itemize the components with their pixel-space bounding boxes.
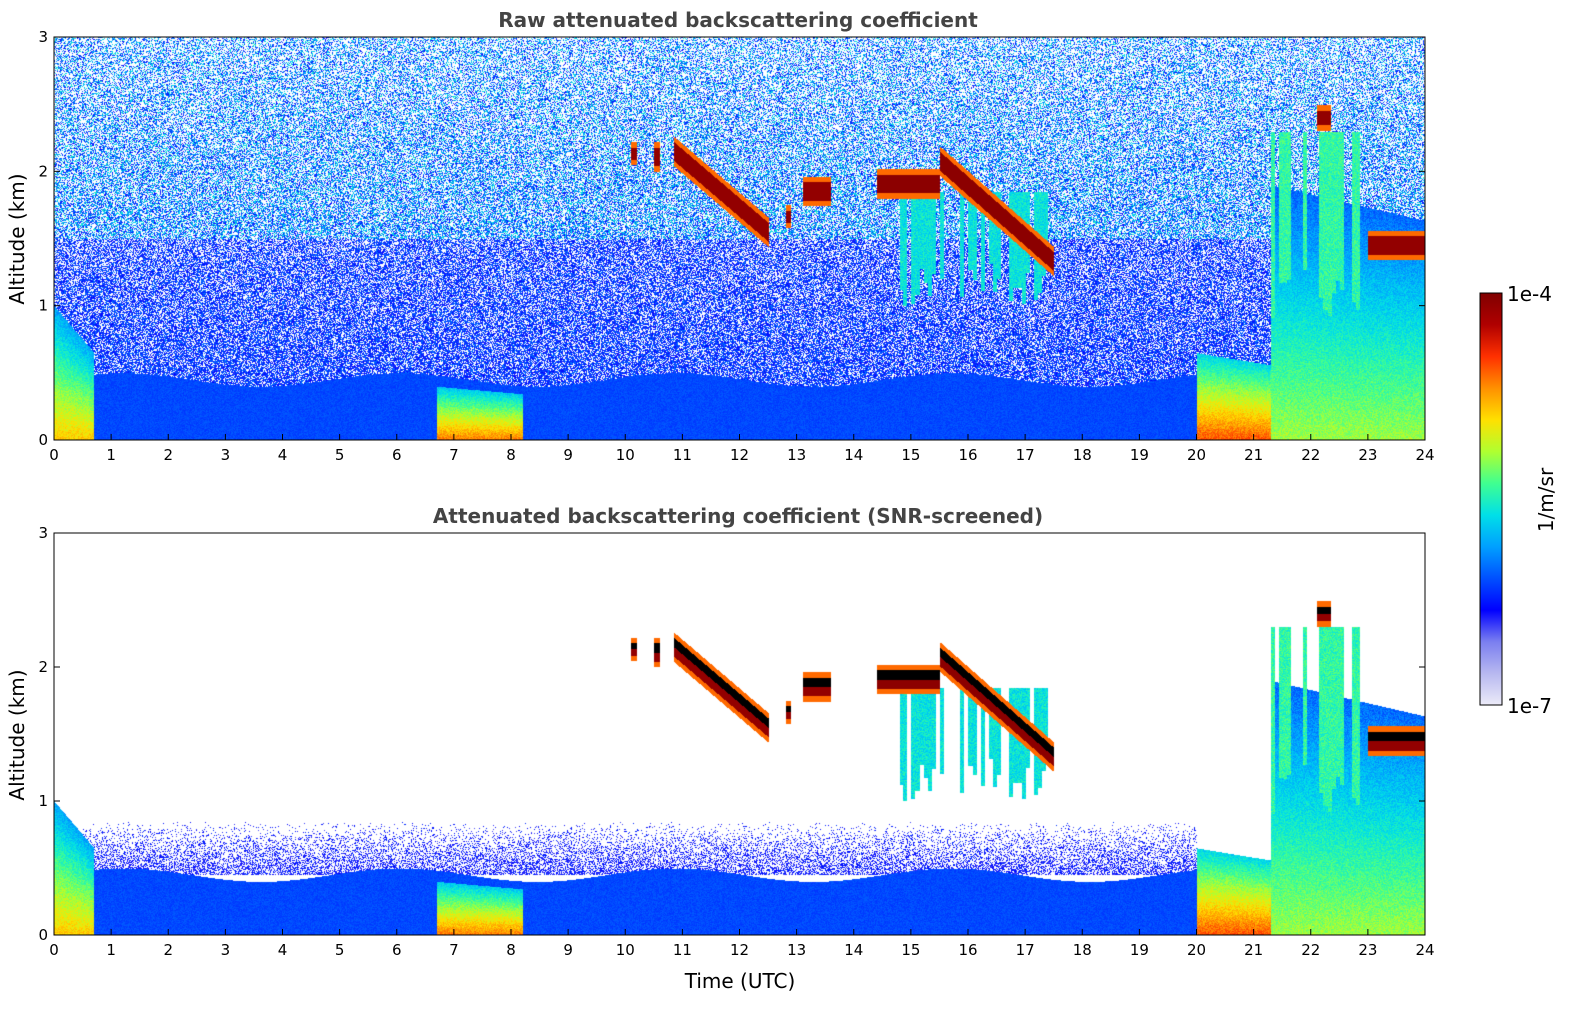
x-tick-label: 23: [1358, 941, 1377, 959]
x-tick-label: 16: [958, 446, 977, 464]
colorbar-max-label: 1e-4: [1507, 282, 1552, 306]
x-tick-label: 3: [221, 446, 231, 464]
y-tick-label: 2: [38, 162, 48, 180]
x-tick-label: 10: [616, 446, 635, 464]
panel-screened: Attenuated backscattering coefficient (S…: [5, 504, 1435, 993]
x-tick-label: 4: [278, 446, 288, 464]
raw-heatmap: [54, 37, 1425, 440]
x-tick-label: 6: [392, 446, 402, 464]
x-tick-label: 17: [1016, 941, 1035, 959]
x-tick-label: 23: [1358, 446, 1377, 464]
panel-raw-ticks: 0 1 2 3 4 5 6 7 8 9 10 11 12 13 14 15 16 17 18 19 20 21 22 23 24…: [38, 28, 1434, 464]
x-tick-label: 15: [901, 446, 920, 464]
x-tick-label: 0: [49, 446, 59, 464]
x-tick-label: 19: [1130, 446, 1149, 464]
panel-screened-xlabel: Time (UTC): [684, 969, 796, 993]
x-tick-label: 2: [163, 941, 173, 959]
y-tick-label: 3: [38, 524, 48, 542]
x-tick-label: 1: [106, 446, 116, 464]
x-tick-label: 22: [1301, 941, 1320, 959]
x-tick-label: 10: [616, 941, 635, 959]
y-tick-label: 1: [38, 297, 48, 315]
x-tick-label: 12: [730, 446, 749, 464]
x-tick-label: 1: [106, 941, 116, 959]
x-tick-label: 16: [958, 941, 977, 959]
x-tick-label: 8: [506, 941, 516, 959]
panel-screened-ticks: 0 1 2 3 4 5 6 7 8 9 10 11 12 13 14 15 16 17 18 19 20 21 22 23 24…: [38, 524, 1434, 959]
y-tick-label: 0: [38, 926, 48, 944]
x-tick-label: 3: [221, 941, 231, 959]
colorbar-gradient: [1479, 292, 1503, 706]
x-tick-label: 22: [1301, 446, 1320, 464]
colorbar: 1e-4 1e-7 1/m/sr: [1479, 282, 1558, 718]
x-tick-label: 18: [1073, 446, 1092, 464]
x-tick-label: 19: [1130, 941, 1149, 959]
y-tick-label: 2: [38, 658, 48, 676]
x-tick-label: 11: [673, 941, 692, 959]
y-tick-label: 3: [38, 28, 48, 46]
y-tick-label: 1: [38, 792, 48, 810]
x-tick-label: 20: [1187, 446, 1206, 464]
screened-heatmap: [54, 533, 1425, 935]
panel-screened-ylabel: Altitude (km): [5, 669, 29, 800]
x-tick-label: 5: [335, 446, 345, 464]
x-tick-label: 5: [335, 941, 345, 959]
x-tick-label: 13: [787, 446, 806, 464]
panel-screened-title: Attenuated backscattering coefficient (S…: [433, 504, 1043, 528]
x-tick-label: 2: [163, 446, 173, 464]
colorbar-label: 1/m/sr: [1534, 467, 1558, 532]
x-tick-label: 0: [49, 941, 59, 959]
x-tick-label: 7: [449, 446, 459, 464]
x-tick-label: 18: [1073, 941, 1092, 959]
x-tick-label: 12: [730, 941, 749, 959]
x-tick-label: 9: [563, 941, 573, 959]
x-tick-label: 14: [844, 446, 863, 464]
x-tick-label: 7: [449, 941, 459, 959]
panel-raw-ylabel: Altitude (km): [5, 173, 29, 304]
x-tick-label: 6: [392, 941, 402, 959]
x-tick-label: 8: [506, 446, 516, 464]
x-tick-label: 24: [1415, 446, 1434, 464]
x-tick-label: 21: [1244, 941, 1263, 959]
x-tick-label: 17: [1016, 446, 1035, 464]
colorbar-min-label: 1e-7: [1507, 694, 1552, 718]
x-tick-label: 14: [844, 941, 863, 959]
x-tick-label: 20: [1187, 941, 1206, 959]
x-tick-label: 24: [1415, 941, 1434, 959]
x-tick-label: 11: [673, 446, 692, 464]
x-tick-label: 13: [787, 941, 806, 959]
x-tick-label: 9: [563, 446, 573, 464]
panel-raw: Raw attenuated backscattering coefficien…: [5, 8, 1435, 464]
panel-raw-title: Raw attenuated backscattering coefficien…: [498, 8, 978, 32]
x-tick-label: 21: [1244, 446, 1263, 464]
y-tick-label: 0: [38, 431, 48, 449]
x-tick-label: 4: [278, 941, 288, 959]
x-tick-label: 15: [901, 941, 920, 959]
